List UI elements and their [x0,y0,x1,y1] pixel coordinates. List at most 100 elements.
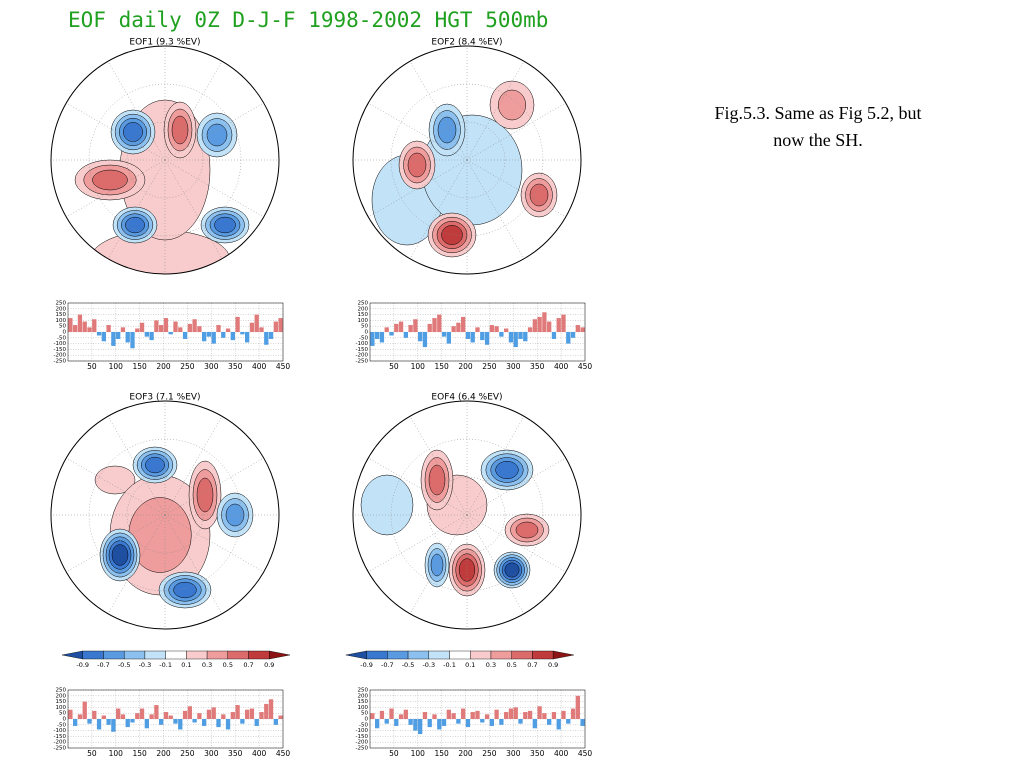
y-tick-label: -200 [54,740,67,746]
bar [245,332,250,343]
bar [206,332,212,337]
y-tick-label: -100 [54,341,67,347]
colorbar-label: 0.7 [243,661,253,669]
bar [149,714,154,719]
x-tick-label: 250 [180,362,195,371]
colorbar-label: 0.9 [548,661,558,669]
bar [106,325,111,332]
bar [149,332,154,341]
panel-title: EOF2 (8.4 %EV) [431,38,502,48]
colorbar-swatch [144,650,166,660]
meridian [368,457,468,516]
y-tick-label: 100 [56,705,67,711]
x-tick-label: 350 [530,362,545,371]
y-tick-label: 200 [56,693,67,699]
bar [475,710,480,719]
colorbar-swatch [123,650,146,660]
x-tick-label: 50 [389,362,399,371]
bar [173,321,178,332]
bar [125,719,130,728]
bar [394,323,399,332]
bar [245,709,250,719]
y-tick-label: -100 [356,341,369,347]
bar [499,719,504,725]
colorbar-swatch [387,650,409,660]
bar [235,316,240,332]
meridian [466,416,525,516]
bar [268,332,274,339]
contour-region [360,474,414,536]
y-tick-label: 50 [59,324,66,330]
bar [527,327,533,332]
x-tick-label: 150 [435,362,450,371]
meridian [466,102,566,161]
bar [225,328,231,332]
meridian [368,514,468,573]
bar [403,709,408,719]
bar [413,719,418,731]
contour-region [111,544,129,566]
bar [537,316,542,332]
meridian [107,416,166,516]
bar [254,719,259,726]
bar [273,719,278,725]
panel-title: EOF3 (7.1 %EV) [129,393,200,403]
colorbar-label: 0.9 [264,661,274,669]
bar [523,712,528,719]
bar [375,719,380,729]
bar [561,314,566,332]
y-tick-label: -50 [57,722,66,728]
latitude-ring [428,121,506,199]
contour-region [94,465,136,495]
meridian [409,159,468,259]
bar [499,332,504,337]
bar [542,713,547,719]
y-tick-label: -50 [359,335,368,341]
colorbar-label: -0.3 [422,661,435,669]
bar [120,327,126,332]
colorbar-swatch [227,650,249,660]
bar [139,708,145,719]
bar [192,319,197,332]
bar [504,328,509,332]
bar [73,719,78,726]
x-tick-label: 400 [554,749,569,758]
x-tick-label: 250 [180,749,195,758]
x-tick-label: 450 [276,362,291,371]
bar [154,705,159,719]
bar [580,327,585,332]
x-tick-label: 350 [228,362,243,371]
bar [240,719,245,724]
figure-title: EOF daily 0Z D-J-F 1998-2002 HGT 500mb [68,8,548,32]
bar [68,709,73,719]
bar [273,321,278,332]
x-tick-label: 400 [252,749,267,758]
bar [116,332,121,339]
y-tick-label: 200 [358,306,369,312]
bar [551,332,557,339]
bar [264,703,269,719]
bar [427,719,432,728]
bar [211,332,216,344]
meridian [368,159,468,218]
y-tick-label: -200 [356,740,369,746]
colorbar-swatch [186,650,208,660]
colorbar-swatch [490,650,512,660]
contour-region [123,122,143,142]
y-tick-label: -100 [356,728,369,734]
bar [187,706,192,719]
bar [197,326,202,332]
contour-region [495,461,519,479]
bar [461,708,466,719]
bar [484,714,490,719]
colorbar-label: -0.9 [76,661,89,669]
y-tick-label: -250 [356,359,369,365]
y-tick-label: 0 [365,330,369,336]
plot-frame [67,302,284,362]
bar [489,325,494,332]
contour-region [430,553,444,577]
meridian [164,514,264,573]
x-tick-label: 100 [109,749,124,758]
latitude-ring [126,121,204,199]
meridian [368,102,468,161]
